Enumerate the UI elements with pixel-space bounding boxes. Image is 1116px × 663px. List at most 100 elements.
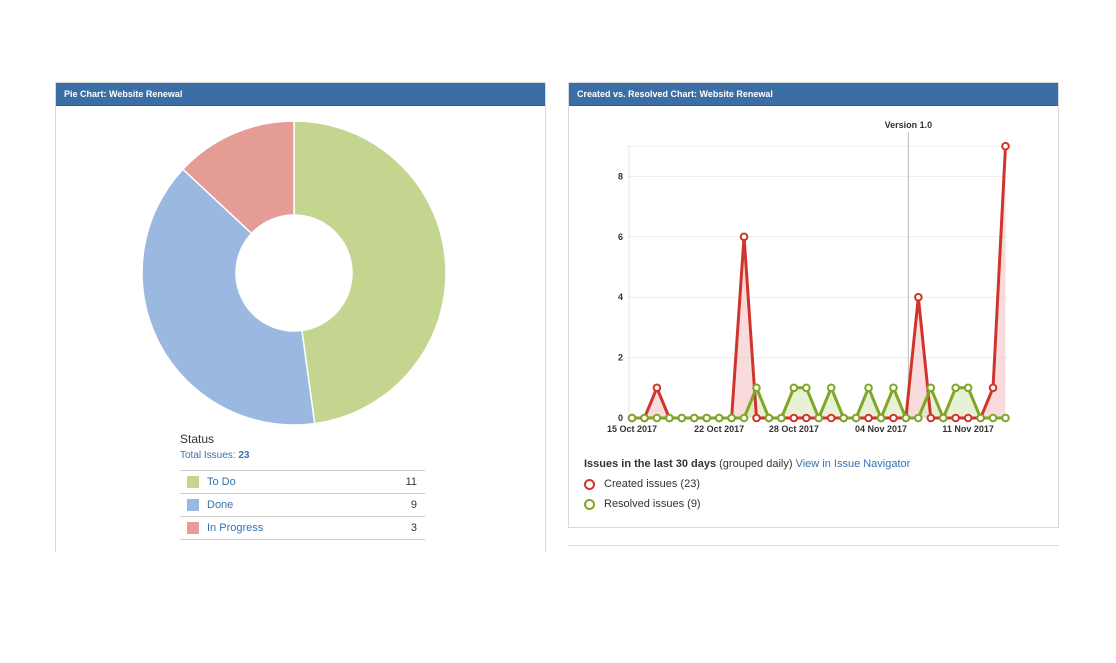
created-vs-resolved-gadget: Created vs. Resolved Chart: Website Rene… bbox=[568, 82, 1059, 528]
resolved-point[interactable] bbox=[739, 413, 749, 423]
legend-row: To Do 11 bbox=[180, 470, 425, 494]
resolved-point[interactable] bbox=[889, 383, 898, 393]
created-point[interactable] bbox=[951, 413, 961, 423]
resolved-point[interactable] bbox=[789, 383, 799, 393]
created-point[interactable] bbox=[864, 413, 873, 423]
resolved-point[interactable] bbox=[752, 383, 761, 393]
pie-slice-to-do[interactable] bbox=[293, 120, 447, 425]
resolved-point[interactable] bbox=[839, 413, 848, 423]
legend-resolved-label: Resolved issues (9) bbox=[604, 498, 701, 510]
legend-label[interactable]: In Progress bbox=[207, 522, 264, 535]
resolved-point[interactable] bbox=[627, 413, 637, 423]
x-tick-label: 15 Oct 2017 bbox=[607, 424, 657, 434]
created-legend-icon bbox=[584, 478, 595, 490]
resolved-point[interactable] bbox=[689, 413, 699, 423]
created-point[interactable] bbox=[1001, 141, 1010, 151]
created-point[interactable] bbox=[652, 383, 662, 393]
legend-created: Created issues (23) bbox=[584, 478, 910, 490]
legend-count: 3 bbox=[410, 522, 417, 534]
resolved-point[interactable] bbox=[777, 413, 786, 423]
created-point[interactable] bbox=[926, 413, 936, 423]
legend-table: To Do 11 Done 9 In Progress 3 bbox=[180, 470, 425, 540]
resolved-point[interactable] bbox=[963, 383, 973, 393]
created-point[interactable] bbox=[752, 413, 761, 423]
x-tick-label: 04 Nov 2017 bbox=[855, 424, 907, 434]
resolved-point[interactable] bbox=[951, 383, 961, 393]
x-tick-label: 11 Nov 2017 bbox=[942, 424, 994, 434]
resolved-point[interactable] bbox=[652, 413, 662, 423]
pie-chart bbox=[141, 120, 447, 426]
x-tick-label: 28 Oct 2017 bbox=[769, 424, 819, 434]
resolved-point[interactable] bbox=[826, 383, 836, 393]
created-vs-resolved-chart: 0 2 4 6 8 Version 1.0 15 Oct 2017 22 Oct 2017 28… bbox=[607, 120, 1010, 434]
resolved-point[interactable] bbox=[938, 413, 948, 423]
resolved-point[interactable] bbox=[876, 413, 886, 423]
cvr-gadget-title: Created vs. Resolved Chart: Website Rene… bbox=[569, 83, 1058, 106]
status-title: Status bbox=[180, 432, 215, 446]
y-tick-label: 4 bbox=[618, 292, 623, 302]
legend-row: Done 9 bbox=[180, 493, 425, 517]
y-tick-label: 8 bbox=[618, 171, 623, 181]
issue-navigator-link[interactable]: View in Issue Navigator bbox=[795, 458, 911, 470]
resolved-point[interactable] bbox=[976, 413, 985, 423]
legend-count: 11 bbox=[405, 476, 417, 488]
y-tick-label: 0 bbox=[618, 413, 623, 423]
created-point[interactable] bbox=[739, 232, 749, 242]
legend-swatch bbox=[187, 499, 199, 512]
resolved-point[interactable] bbox=[988, 413, 998, 423]
legend-cell: To Do bbox=[180, 471, 379, 494]
resolved-point[interactable] bbox=[814, 413, 824, 423]
resolved-point[interactable] bbox=[802, 383, 811, 393]
total-issues[interactable]: Total Issues: 23 bbox=[180, 450, 425, 461]
legend-label[interactable]: To Do bbox=[207, 476, 236, 489]
created-point[interactable] bbox=[963, 413, 973, 423]
resolved-point[interactable] bbox=[1001, 413, 1010, 423]
legend-label[interactable]: Done bbox=[207, 499, 234, 512]
status-legend: Status Total Issues: 23 To Do 11 Done 9 In P… bbox=[180, 432, 425, 540]
total-issues-value[interactable]: 23 bbox=[238, 450, 250, 461]
created-point[interactable] bbox=[988, 383, 998, 393]
legend-cell: In Progress bbox=[180, 517, 379, 540]
resolved-point[interactable] bbox=[914, 413, 923, 423]
legend-resolved: Resolved issues (9) bbox=[584, 498, 910, 510]
pie-slice-in-progress[interactable] bbox=[181, 120, 295, 235]
pie-chart-gadget: Pie Chart: Website Renewal Status Total … bbox=[55, 82, 546, 552]
series-line bbox=[632, 146, 1007, 420]
resolved-point[interactable] bbox=[864, 383, 873, 393]
legend-row: In Progress 3 bbox=[180, 516, 425, 540]
created-point[interactable] bbox=[826, 413, 836, 423]
resolved-point[interactable] bbox=[926, 383, 936, 393]
resolved-point[interactable] bbox=[764, 413, 774, 423]
resolved-point[interactable] bbox=[677, 413, 687, 423]
created-point[interactable] bbox=[889, 413, 898, 423]
legend-created-label: Created issues (23) bbox=[604, 478, 700, 490]
legend-swatch bbox=[187, 476, 199, 489]
legend-cell: Done bbox=[180, 494, 379, 517]
version-marker-label: Version 1.0 bbox=[885, 120, 933, 130]
total-issues-label: Total Issues: bbox=[180, 450, 236, 461]
y-tick-label: 2 bbox=[618, 353, 623, 363]
y-tick-label: 6 bbox=[618, 232, 623, 242]
legend-swatch bbox=[187, 522, 199, 535]
cvr-info: Issues in the last 30 days (grouped dail… bbox=[584, 458, 910, 510]
resolved-point[interactable] bbox=[665, 413, 674, 423]
resolved-point[interactable] bbox=[851, 413, 861, 423]
gadget-divider bbox=[568, 545, 1059, 546]
x-tick-label: 22 Oct 2017 bbox=[694, 424, 744, 434]
created-point[interactable] bbox=[802, 413, 811, 423]
info-bold: Issues in the last 30 days bbox=[584, 458, 717, 470]
pie-slice-done[interactable] bbox=[141, 168, 316, 426]
legend-count: 9 bbox=[410, 499, 417, 511]
series-area bbox=[632, 146, 1006, 418]
created-point[interactable] bbox=[914, 292, 923, 302]
created-point[interactable] bbox=[789, 413, 799, 423]
resolved-point[interactable] bbox=[702, 413, 711, 423]
cvr-info-line: Issues in the last 30 days (grouped dail… bbox=[584, 458, 910, 470]
pie-gadget-title: Pie Chart: Website Renewal bbox=[56, 83, 545, 106]
resolved-point[interactable] bbox=[714, 413, 724, 423]
resolved-point[interactable] bbox=[901, 413, 911, 423]
resolved-point[interactable] bbox=[640, 413, 649, 423]
resolved-point[interactable] bbox=[727, 413, 736, 423]
info-rest: (grouped daily) bbox=[719, 458, 793, 470]
resolved-legend-icon bbox=[584, 498, 595, 510]
